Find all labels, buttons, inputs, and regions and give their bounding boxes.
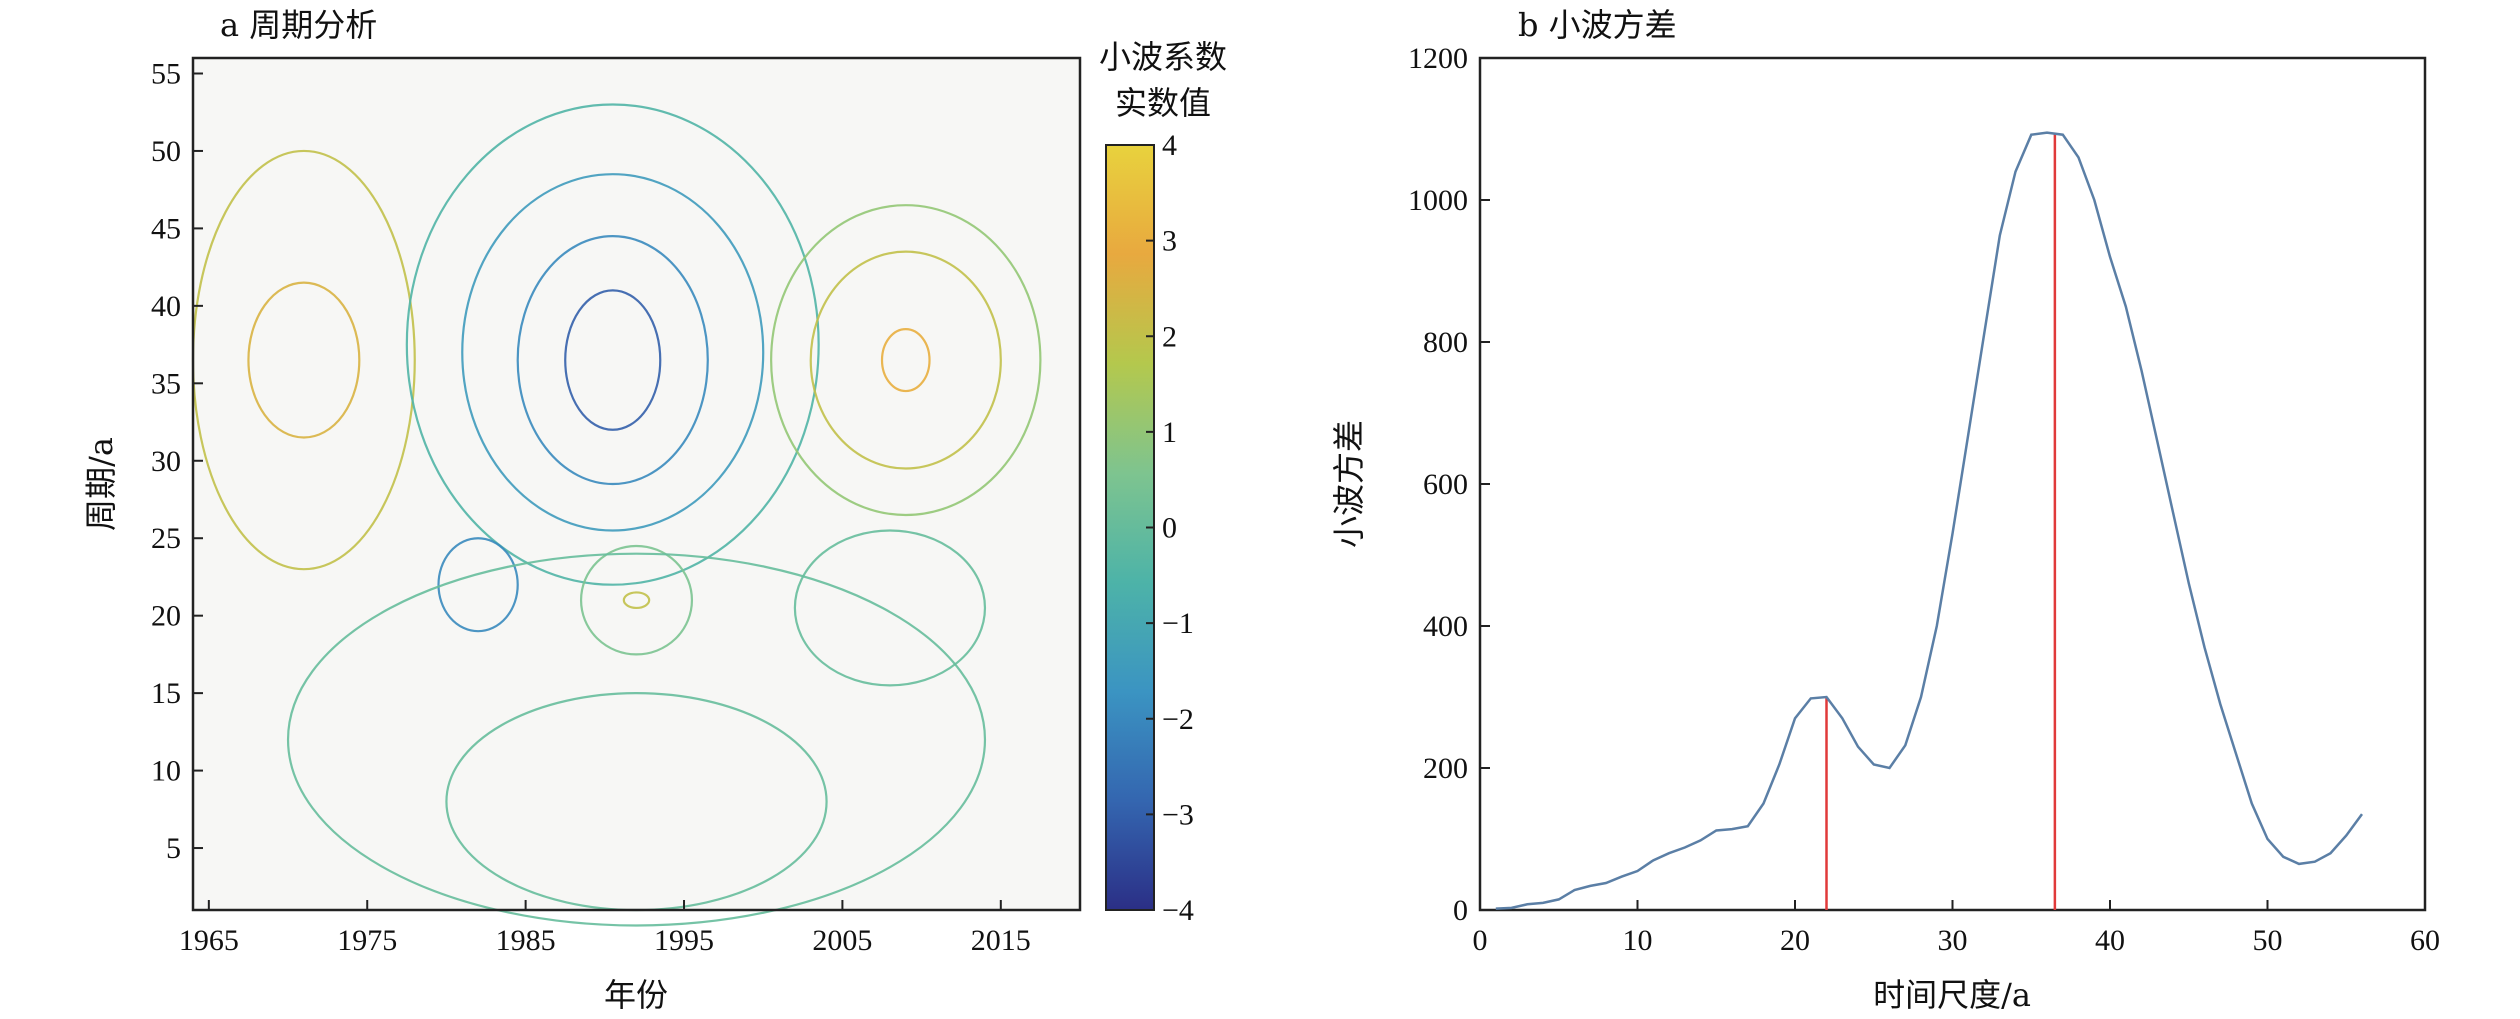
x-tick-label: 10 [1623,924,1653,957]
y-tick-label: 55 [151,57,181,90]
y-tick-label: 40 [151,290,181,323]
colorbar-tick-label: 1 [1162,416,1177,449]
x-tick-label: 20 [1780,924,1810,957]
x-tick-label: 1965 [179,924,239,957]
panel-b-x-ticks: 0 10 20 30 40 50 60 [1473,900,2440,957]
panel-b-ylabel: 小波方差 [1330,420,1368,548]
x-tick-label: 0 [1473,924,1488,957]
series-line-wavelet-variance [1495,131,2364,910]
contour-10 [622,591,651,610]
colorbar-tick-label: 0 [1162,512,1177,545]
y-tick-label: 10 [151,755,181,788]
colorbar-tick-label: −4 [1162,894,1194,927]
contour-9 [437,537,519,633]
colorbar-tick-label: −2 [1162,703,1194,736]
colorbar-ticks: 4 3 2 1 0 −1 −2 −3 −4 [1146,129,1194,927]
y-tick-label: 15 [151,677,181,710]
y-tick-label: 45 [151,212,181,245]
y-tick-label: 25 [151,522,181,555]
y-tick-label: 1000 [1408,184,1468,217]
contour-0 [247,281,361,439]
panel-a-title: a 周期分析 [220,6,377,44]
y-tick-label: 5 [166,832,181,865]
x-tick-label: 40 [2095,924,2125,957]
contour-2 [564,289,662,431]
y-tick-label: 200 [1423,752,1468,785]
colorbar-tick-label: −3 [1162,798,1194,831]
colorbar: 小波系数 实数值 4 3 2 1 0 −1 −2 −3 −4 [1099,38,1227,927]
y-tick-label: 50 [151,135,181,168]
contour-3 [516,235,709,486]
colorbar-tick-label: 4 [1162,129,1177,162]
panel-b-title: b 小波方差 [1518,6,1677,44]
panel-a-contour: a 周期分析 1965 1975 1985 1995 2005 2015 5 10 15 20 2… [82,6,1082,1014]
y-tick-label: 800 [1423,326,1468,359]
colorbar-tick-label: 2 [1162,320,1177,353]
y-tick-label: 1200 [1408,42,1468,75]
x-tick-label: 2015 [971,924,1031,957]
y-tick-label: 600 [1423,468,1468,501]
contour-14 [286,552,987,927]
contour-12 [793,529,987,687]
panel-a-y-ticks: 5 10 15 20 25 30 35 40 45 50 55 [151,57,203,865]
x-tick-label: 1985 [496,924,556,957]
panel-a-ylabel: 周期/a [82,437,120,531]
panel-b-line: b 小波方差 0 10 20 30 40 50 60 0 200 400 600 800 1000 12… [1330,6,2440,1014]
panel-b-xlabel: 时间尺度/a [1873,976,2031,1014]
contour-5 [405,103,820,586]
y-tick-label: 0 [1453,894,1468,927]
contour-6 [880,327,931,393]
panel-a-frame [191,56,1082,912]
y-tick-label: 20 [151,600,181,633]
peak-lines [1825,132,2057,910]
contour-8 [770,204,1042,517]
y-tick-label: 400 [1423,610,1468,643]
y-tick-label: 35 [151,367,181,400]
x-tick-label: 50 [2253,924,2283,957]
x-tick-label: 60 [2410,924,2440,957]
panel-a-x-ticks: 1965 1975 1985 1995 2005 2015 [179,900,1031,957]
x-tick-label: 2005 [812,924,872,957]
colorbar-title-line1: 小波系数 [1099,38,1227,76]
colorbar-tick-label: −1 [1162,607,1194,640]
colorbar-title-line2: 实数值 [1115,84,1211,122]
colorbar-tick-label: 3 [1162,225,1177,258]
contour-11 [579,544,694,656]
panel-b-y-ticks: 0 200 400 600 800 1000 1200 [1408,42,1490,927]
panel-b-frame [1478,56,2427,912]
contour-4 [461,173,765,532]
x-tick-label: 1995 [654,924,714,957]
panel-a-xlabel: 年份 [604,976,668,1014]
x-tick-label: 1975 [337,924,397,957]
panel-a-background [193,58,1080,910]
x-tick-label: 30 [1938,924,1968,957]
y-tick-label: 30 [151,445,181,478]
contour-lines [191,103,1042,927]
contour-7 [809,250,1002,470]
